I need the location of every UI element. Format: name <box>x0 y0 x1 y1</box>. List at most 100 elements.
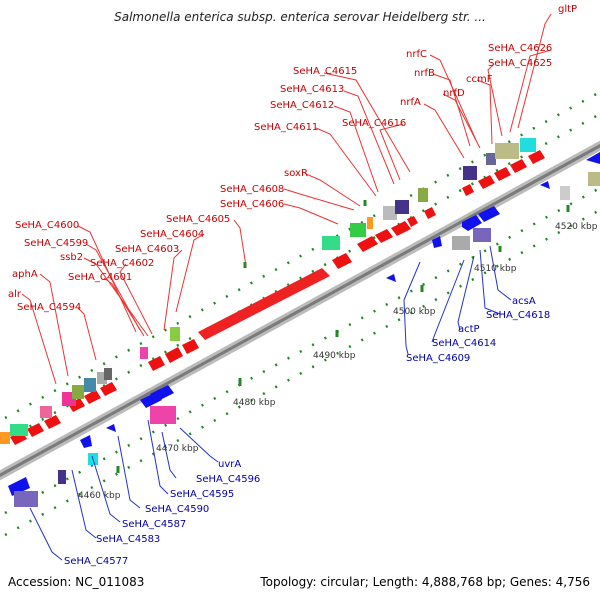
gene-arrow[interactable] <box>100 382 117 396</box>
gene-label[interactable]: SeHA_C4600 <box>15 220 79 231</box>
top-labels: gltP SeHA_C4626 nrfC SeHA_C4625 nrfB ccm… <box>8 4 577 313</box>
gene-arrow[interactable] <box>391 221 411 236</box>
gene-label[interactable]: SeHA_C4590 <box>145 504 209 515</box>
gene-box[interactable] <box>84 378 96 392</box>
gene-arrow[interactable] <box>106 424 116 432</box>
gene-label[interactable]: nrfC <box>406 49 427 60</box>
gene-label[interactable]: SeHA_C4616 <box>342 118 406 129</box>
gene-box[interactable] <box>170 327 180 341</box>
gene-box[interactable] <box>350 223 366 237</box>
gene-box[interactable] <box>473 228 491 242</box>
gene-arrow[interactable] <box>386 274 396 282</box>
gene-label[interactable]: SeHA_C4609 <box>406 353 470 364</box>
gene-arrow[interactable] <box>586 152 600 164</box>
gene-arrow[interactable] <box>27 423 44 437</box>
gene-box[interactable] <box>588 172 600 186</box>
gene-label[interactable]: SeHA_C4611 <box>254 122 318 133</box>
gene-label[interactable]: nrfD <box>443 88 465 99</box>
gene-label[interactable]: SeHA_C4599 <box>24 238 88 249</box>
gene-arrow[interactable] <box>357 236 378 252</box>
gene-arrow[interactable] <box>375 229 393 243</box>
gene-box[interactable] <box>14 491 38 507</box>
gene-label[interactable]: uvrA <box>218 459 241 470</box>
gene-label[interactable]: SeHA_C4602 <box>90 258 154 269</box>
gene-box[interactable] <box>520 138 536 152</box>
gene-box[interactable] <box>97 372 107 384</box>
gene-box[interactable] <box>40 406 52 418</box>
gene-box[interactable] <box>495 143 519 159</box>
gene-arrow[interactable] <box>494 167 511 181</box>
gene-box[interactable] <box>560 186 570 200</box>
gene-box[interactable] <box>58 470 66 484</box>
gene-arrow[interactable] <box>424 207 436 219</box>
gene-label[interactable]: SeHA_C4594 <box>17 302 81 313</box>
gene-label[interactable]: SeHA_C4601 <box>68 272 132 283</box>
gene-arrow[interactable] <box>8 477 30 496</box>
gene-arrow[interactable] <box>528 150 545 164</box>
gene-label[interactable]: acsA <box>512 296 536 307</box>
scale-label: 4490 kbp <box>313 351 356 361</box>
gene-arrow[interactable] <box>540 181 550 189</box>
gene-label[interactable]: gltP <box>558 4 577 15</box>
gene-label[interactable]: SeHA_C4606 <box>220 199 284 210</box>
gene-arrow[interactable] <box>407 216 418 227</box>
gene-label[interactable]: SeHA_C4608 <box>220 184 284 195</box>
gene-label[interactable]: soxR <box>284 168 308 179</box>
gene-label[interactable]: ssb2 <box>60 252 83 263</box>
scale-label: 4470 kbp <box>156 444 199 454</box>
gene-box[interactable] <box>463 166 477 180</box>
gene-box[interactable] <box>395 200 409 214</box>
gene-label[interactable]: SeHA_C4613 <box>280 84 344 95</box>
gene-box[interactable] <box>140 347 148 359</box>
gene-label[interactable]: alr <box>8 289 22 300</box>
gene-box[interactable] <box>367 217 373 229</box>
gene-box[interactable] <box>486 153 496 165</box>
gene-arrow[interactable] <box>462 215 482 231</box>
gene-label[interactable]: SeHA_C4595 <box>170 489 234 500</box>
gene-label[interactable]: SeHA_C4583 <box>96 534 160 545</box>
gene-arrow[interactable] <box>148 356 165 371</box>
gene-label[interactable]: SeHA_C4577 <box>64 556 128 567</box>
gene-box[interactable] <box>72 385 84 399</box>
gene-label[interactable]: ccmF <box>466 74 493 85</box>
gene-box[interactable] <box>104 368 112 380</box>
gene-label[interactable]: SeHA_C4587 <box>122 519 186 530</box>
gene-arrow[interactable] <box>44 415 61 429</box>
gene-arrow[interactable] <box>478 175 495 189</box>
gene-arrow[interactable] <box>150 385 174 402</box>
gene-label[interactable]: SeHA_C4614 <box>432 338 496 349</box>
gene-box[interactable] <box>383 206 397 220</box>
gene-label[interactable]: SeHA_C4618 <box>486 310 550 321</box>
gene-arrow[interactable] <box>432 236 442 248</box>
gene-label[interactable]: aphA <box>12 269 38 280</box>
gene-large-red[interactable] <box>198 268 330 340</box>
gene-box[interactable] <box>322 236 340 250</box>
scale-label: 4480 kbp <box>233 398 276 408</box>
gene-arrow[interactable] <box>165 347 183 363</box>
gene-label[interactable]: actP <box>458 324 480 335</box>
gene-arrow[interactable] <box>68 398 85 412</box>
gene-box[interactable] <box>150 406 176 424</box>
gene-box[interactable] <box>452 236 470 250</box>
gene-arrow[interactable] <box>478 206 500 222</box>
gene-arrow[interactable] <box>462 184 474 196</box>
gene-box[interactable] <box>10 424 28 436</box>
gene-box[interactable] <box>418 188 428 202</box>
scale-label: 4510 kbp <box>474 264 517 274</box>
gene-arrow[interactable] <box>84 390 101 404</box>
gene-label[interactable]: SeHA_C4612 <box>270 100 334 111</box>
gene-arrow[interactable] <box>510 159 527 173</box>
gene-box[interactable] <box>0 432 10 444</box>
gene-label[interactable]: SeHA_C4626 <box>488 43 552 54</box>
gene-arrow[interactable] <box>182 339 199 354</box>
gene-label[interactable]: SeHA_C4615 <box>293 66 357 77</box>
gene-label[interactable]: SeHA_C4604 <box>140 229 204 240</box>
gene-label[interactable]: SeHA_C4605 <box>166 214 230 225</box>
gene-arrow[interactable] <box>80 435 92 448</box>
gene-label[interactable]: SeHA_C4625 <box>488 58 552 69</box>
gene-label[interactable]: SeHA_C4596 <box>196 474 260 485</box>
gene-arrow[interactable] <box>332 253 352 269</box>
gene-label[interactable]: SeHA_C4603 <box>115 244 179 255</box>
gene-label[interactable]: nrfB <box>414 68 435 79</box>
gene-label[interactable]: nrfA <box>400 97 421 108</box>
